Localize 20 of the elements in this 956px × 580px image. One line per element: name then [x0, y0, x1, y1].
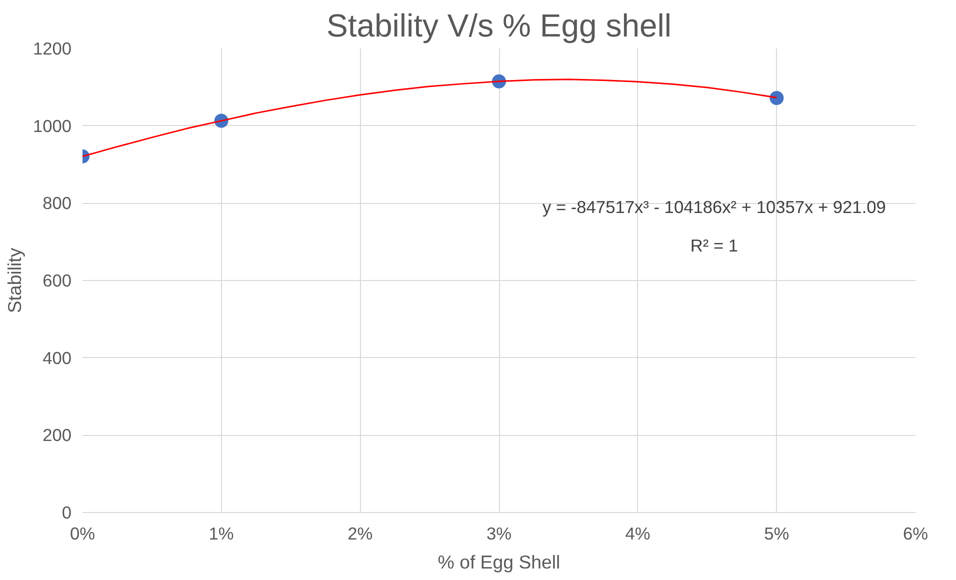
x-tick-label: 6%	[902, 524, 928, 544]
point	[770, 91, 784, 105]
y-tick-label: 600	[42, 270, 72, 290]
y-tick-label: 0	[62, 502, 72, 522]
y-axis-title: Stability	[4, 247, 25, 314]
x-axis-title: % of Egg Shell	[438, 552, 560, 572]
annotation: R² = 1	[690, 236, 738, 256]
y-tick-label: 400	[42, 348, 72, 368]
x-tick-label: 5%	[764, 524, 790, 544]
chart-title: Stability V/s % Egg shell	[326, 8, 672, 44]
x-tick-label: 0%	[70, 524, 96, 544]
x-tick-label: 2%	[348, 524, 373, 544]
y-tick-label: 800	[42, 193, 72, 214]
y-tick-label: 1200	[32, 38, 72, 58]
x-tick-label: 4%	[625, 524, 650, 544]
x-tick-label: 1%	[208, 524, 234, 544]
annotation: y = -847517x³ - 104186x² + 10357x + 921.09	[542, 197, 886, 218]
y-tick-label: 200	[42, 425, 72, 446]
y-tick-label: 1000	[32, 116, 72, 136]
x-tick-label: 3%	[486, 524, 512, 544]
